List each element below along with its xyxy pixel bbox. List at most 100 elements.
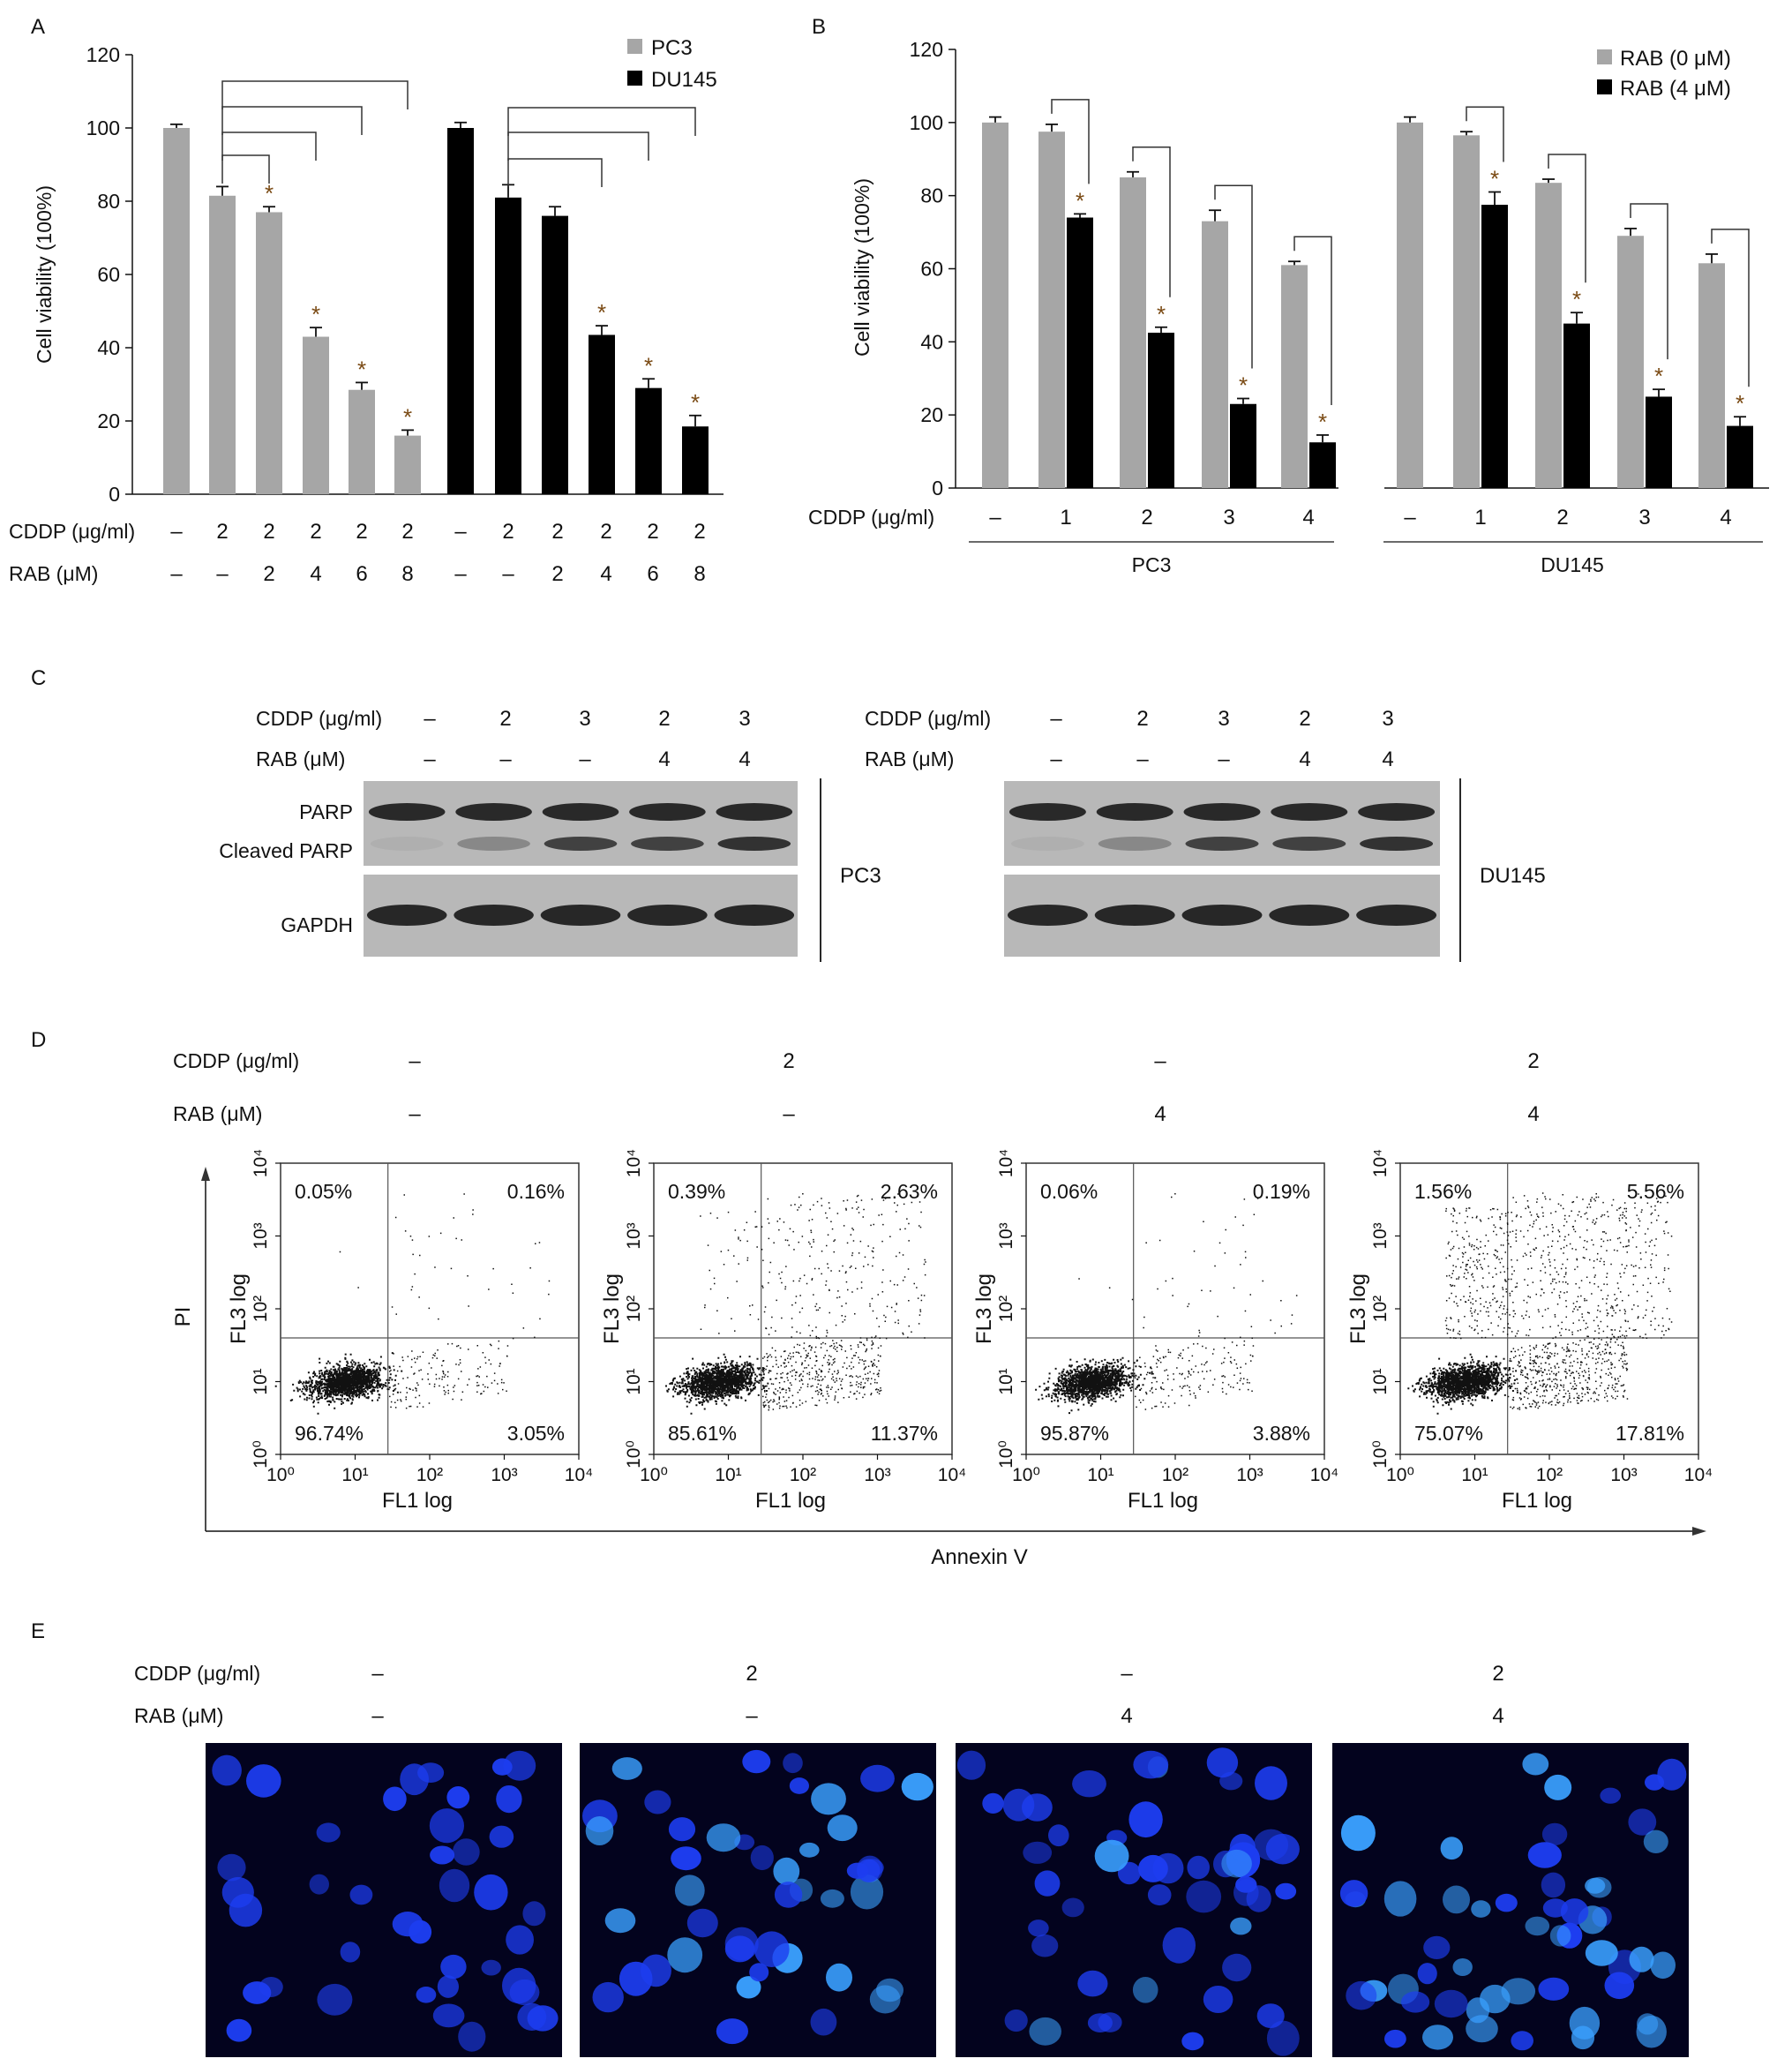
nucleus <box>1028 1920 1049 1937</box>
comparison-bracket-a <box>221 154 270 184</box>
bar-b-rab4 <box>1563 323 1590 488</box>
nucleus <box>1440 1837 1464 1860</box>
y-tick-label-a: 0 <box>109 483 120 506</box>
rab-value-a: 8 <box>694 562 705 586</box>
rab-value-a: 8 <box>401 562 413 586</box>
y-tick-label-d: 10⁴ <box>996 1149 1016 1177</box>
row-label-cddp-c: CDDP (μg/ml) <box>865 707 991 730</box>
nucleus <box>1657 1758 1687 1791</box>
row-label-rab-c: RAB (μM) <box>256 748 345 770</box>
nucleus <box>611 1757 642 1780</box>
nucleus <box>440 1954 467 1980</box>
nucleus <box>1637 2013 1659 2035</box>
significance-star-a: * <box>691 389 700 416</box>
nucleus <box>1417 1963 1437 1985</box>
cddp-value-a: – <box>454 520 467 544</box>
nucleus <box>1538 1977 1570 2001</box>
cddp-value-b: 1 <box>1474 506 1486 530</box>
nucleus <box>259 1977 283 1997</box>
nucleus <box>1162 1927 1196 1964</box>
comparison-bracket-a <box>221 80 409 109</box>
cddp-lane-c: – <box>424 707 436 731</box>
nucleus <box>749 1963 769 1982</box>
significance-star-b: * <box>1076 187 1084 214</box>
quadrant-label-ur: 2.63% <box>881 1180 938 1203</box>
nucleus <box>309 1874 329 1895</box>
nucleus <box>850 1874 884 1910</box>
nucleus <box>429 1808 464 1844</box>
bar-a <box>394 435 421 494</box>
significance-star-b: * <box>1318 409 1327 435</box>
cddp-value-b: 3 <box>1638 506 1650 530</box>
panel-letter-a: A <box>31 15 45 39</box>
bar-a <box>682 426 709 494</box>
significance-star-a: * <box>311 301 320 327</box>
y-tick-label-d: 10¹ <box>996 1368 1016 1394</box>
y-tick-label-d: 10⁴ <box>1370 1149 1391 1177</box>
x-axis-label-fl1: FL1 log <box>755 1489 826 1513</box>
flow-plot: 1.56% 5.56% 75.07% 17.81% 10⁰ 10¹ 10² 10³ 10⁴ 10⁰… <box>1346 1149 1713 1513</box>
bar-b-rab0 <box>982 122 1008 489</box>
x-tick-label-d: 10¹ <box>1461 1465 1488 1485</box>
nucleus <box>317 1983 353 2016</box>
rab-value-a: 4 <box>310 562 321 586</box>
bar-b-rab4 <box>1646 396 1672 488</box>
quadrant-label-ll: 75.07% <box>1414 1422 1483 1445</box>
rab-value-a: – <box>216 562 229 586</box>
nucleus <box>827 1814 858 1842</box>
y-tick-label-d: 10³ <box>1370 1222 1391 1249</box>
cddp-value-d: 2 <box>783 1049 794 1073</box>
comparison-bracket-a <box>507 131 649 161</box>
significance-star-a: * <box>597 299 606 326</box>
flow-plot-frame <box>1399 1162 1699 1455</box>
nucleus <box>789 1777 810 1794</box>
panel-e: E CDDP (μg/ml) RAB (μM) – – 2 – – 4 2 4 <box>31 1619 1689 2057</box>
nucleus <box>430 1845 455 1865</box>
comparison-bracket-b <box>1293 236 1332 405</box>
nucleus <box>400 1763 429 1796</box>
nucleus <box>1549 1925 1571 1947</box>
y-tick-label-d: 10² <box>1370 1296 1391 1322</box>
quadrant-label-ul: 0.06% <box>1040 1180 1098 1203</box>
nucleus <box>1401 1991 1430 2013</box>
x-tick-label-d: 10² <box>790 1465 816 1485</box>
legend-swatch-du145 <box>627 71 642 86</box>
x-tick-label-d: 10³ <box>491 1465 517 1485</box>
band-cleaved-parp <box>544 837 618 851</box>
row-label-cddp-d: CDDP (μg/ml) <box>173 1049 299 1072</box>
significance-star-b: * <box>1490 166 1499 192</box>
row-label-rab-c: RAB (μM) <box>865 748 954 770</box>
nucleus <box>1541 1822 1568 1846</box>
comparison-bracket-b <box>1630 203 1668 360</box>
y-tick-label-a: 40 <box>97 336 120 359</box>
band-gapdh <box>366 905 447 926</box>
bar-b-rab4 <box>1309 442 1336 488</box>
cddp-value-a: 2 <box>502 520 514 544</box>
nucleus <box>522 1901 546 1927</box>
y-tick-label-d: 10⁴ <box>624 1149 644 1177</box>
rab-lane-c: – <box>1050 748 1062 771</box>
nucleus <box>1132 1977 1158 2003</box>
nucleus <box>750 1844 774 1871</box>
nucleus <box>644 1790 671 1814</box>
cddp-value-a: – <box>170 520 183 544</box>
nucleus <box>1048 1824 1069 1847</box>
y-tick-label-b: 100 <box>910 111 943 134</box>
bar-b-rab0 <box>1202 221 1228 489</box>
row-label-rab-d: RAB (μM) <box>173 1102 262 1125</box>
x-tick-label-d: 10⁰ <box>1012 1465 1040 1485</box>
nucleus <box>1187 1855 1210 1880</box>
bar-b-rab4 <box>1148 332 1174 488</box>
y-axis-label-b: Cell viability (100%) <box>851 178 874 357</box>
cddp-value-b: 4 <box>1302 506 1314 530</box>
outer-y-label-pi: PI <box>171 1307 195 1327</box>
bar-a <box>349 389 375 494</box>
band-cleaved-parp <box>1098 837 1172 851</box>
legend-label-du145: DU145 <box>651 68 717 92</box>
quadrant-label-ul: 0.39% <box>668 1180 725 1203</box>
band-gapdh <box>714 905 795 926</box>
bar-b-rab4 <box>1230 403 1256 488</box>
cddp-value-b: 2 <box>1141 506 1152 530</box>
panel-d: D CDDP (μg/ml) RAB (μM) – – 2 – – 4 2 4 PI Annexin V… <box>31 1028 1713 1569</box>
